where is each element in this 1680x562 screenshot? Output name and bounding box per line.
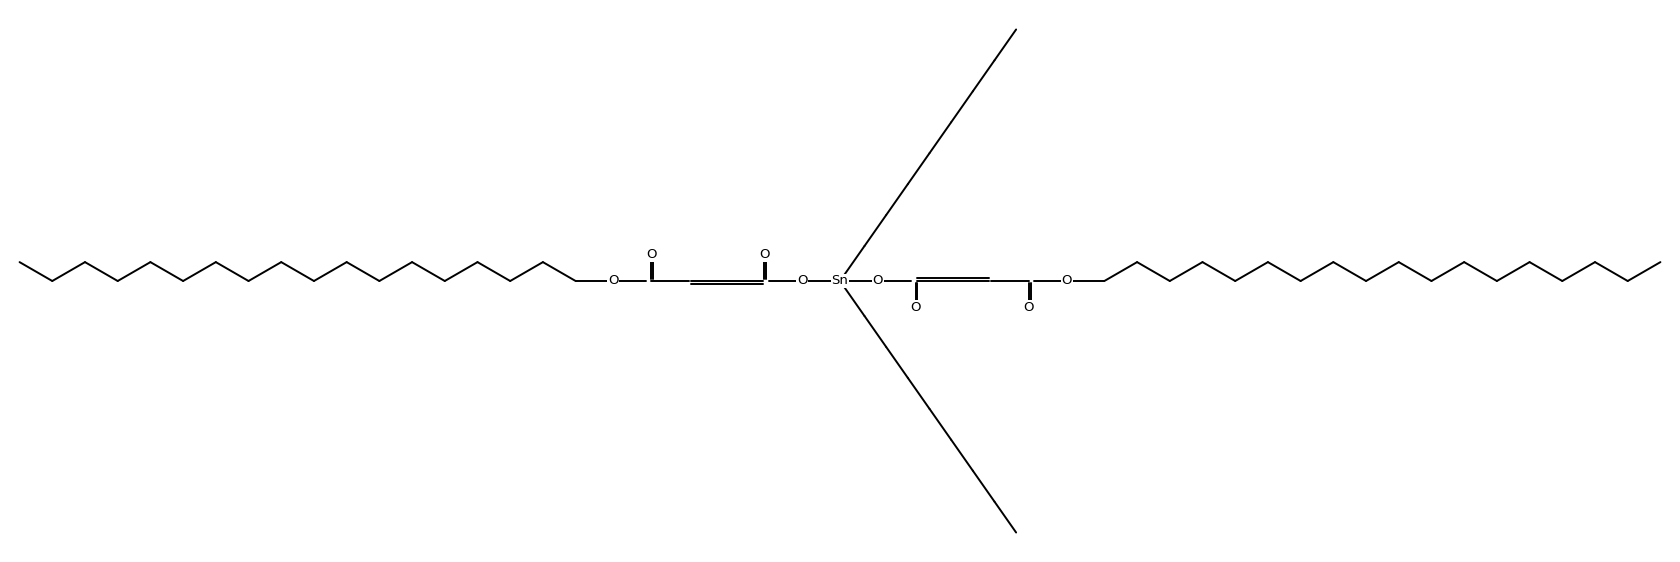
Text: O: O (645, 248, 657, 261)
Text: O: O (608, 274, 618, 288)
Text: O: O (911, 301, 921, 314)
Text: Sn: Sn (832, 274, 848, 288)
Text: O: O (759, 248, 769, 261)
Text: O: O (1023, 301, 1035, 314)
Text: O: O (796, 274, 808, 288)
Text: O: O (1062, 274, 1072, 288)
Text: O: O (872, 274, 884, 288)
